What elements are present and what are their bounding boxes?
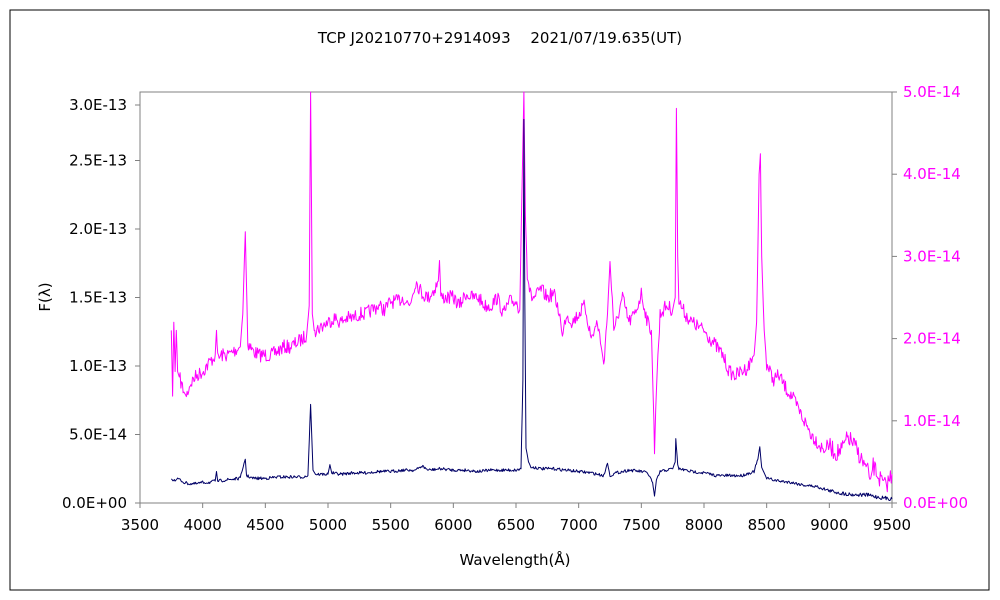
x-axis: 3500 4000 4500 5000 5500 6000 6500 7000 7500 8000… xyxy=(121,503,911,534)
y-right-tick-label: 2.0E-14 xyxy=(903,330,961,348)
series-line-left xyxy=(170,118,893,501)
y-axis-label: F(λ) xyxy=(36,282,54,311)
x-tick-label: 6500 xyxy=(497,516,535,534)
y-axis-right: 0.0E+00 1.0E-14 2.0E-14 3.0E-14 4.0E-14 5.0E-… xyxy=(892,83,968,512)
y-right-tick-label: 3.0E-14 xyxy=(903,247,961,265)
x-tick-label: 8500 xyxy=(748,516,786,534)
y-right-tick-label: 0.0E+00 xyxy=(903,494,968,512)
y-left-tick-label: 0.0E+00 xyxy=(62,494,127,512)
x-tick-label: 4500 xyxy=(246,516,284,534)
x-tick-label: 7000 xyxy=(560,516,598,534)
x-tick-label: 7500 xyxy=(622,516,660,534)
x-tick-label: 9000 xyxy=(810,516,848,534)
x-tick-label: 5500 xyxy=(372,516,410,534)
y-left-tick-label: 1.0E-13 xyxy=(69,357,127,375)
y-left-tick-label: 3.0E-13 xyxy=(69,96,127,114)
x-tick-label: 6000 xyxy=(434,516,472,534)
plot-area xyxy=(139,91,893,504)
x-tick-label: 3500 xyxy=(121,516,159,534)
x-tick-label: 5000 xyxy=(309,516,347,534)
series-layer xyxy=(170,91,893,501)
y-left-tick-label: 5.0E-14 xyxy=(69,426,127,444)
y-axis-left: 0.0E+00 5.0E-14 1.0E-13 1.5E-13 2.0E-13 2.5E-… xyxy=(62,96,140,512)
y-right-tick-label: 5.0E-14 xyxy=(903,83,961,101)
y-left-tick-label: 2.0E-13 xyxy=(69,220,127,238)
chart-title: TCP J20210770+2914093 2021/07/19.635(UT) xyxy=(317,29,682,47)
y-left-tick-label: 2.5E-13 xyxy=(69,152,127,170)
y-right-tick-label: 1.0E-14 xyxy=(903,412,961,430)
series-line-right xyxy=(170,91,893,493)
y-right-tick-label: 4.0E-14 xyxy=(903,165,961,183)
x-axis-label: Wavelength(Å) xyxy=(460,550,571,569)
x-tick-label: 9500 xyxy=(873,516,911,534)
x-tick-label: 8000 xyxy=(685,516,723,534)
x-tick-label: 4000 xyxy=(184,516,222,534)
y-left-tick-label: 1.5E-13 xyxy=(69,289,127,307)
